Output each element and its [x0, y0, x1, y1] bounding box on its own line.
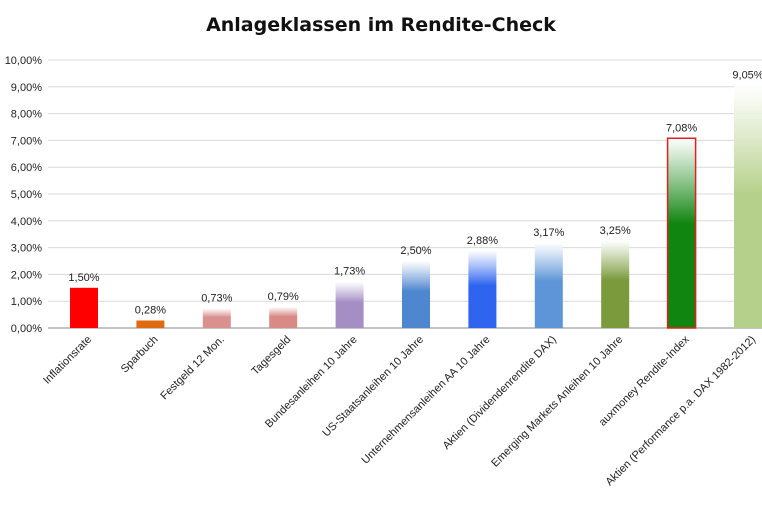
x-tick-label: Sparbuch [119, 334, 161, 376]
y-axis: 0,00% 1,00% 2,00% 3,00% 4,00% 5,00% 6,00% 7,00%… [5, 55, 43, 335]
bar [666, 137, 697, 329]
data-label: 0,73% [201, 292, 232, 304]
x-tick-label: Festgeld 12 Mon. [158, 334, 227, 403]
data-label: 1,73% [334, 266, 365, 278]
x-tick-label: Aktien (Performance p.a. DAX 1982-2012) [603, 334, 758, 489]
data-labels: 1,50% 0,28% 0,73% 0,79% 1,73% 2,50% 2,88% 3,17%… [68, 69, 762, 316]
bar [534, 243, 563, 328]
bars [70, 85, 762, 329]
bar [269, 306, 298, 328]
y-tick-label: 6,00% [11, 162, 42, 174]
bar [202, 308, 231, 328]
bar [468, 250, 497, 328]
y-tick-label: 7,00% [11, 135, 42, 147]
y-tick-label: 9,00% [11, 82, 42, 94]
bar [601, 240, 630, 328]
y-tick-label: 8,00% [11, 109, 42, 121]
data-label: 2,88% [467, 235, 498, 247]
data-label: 7,08% [666, 122, 697, 134]
data-label: 0,79% [268, 291, 299, 303]
y-tick-label: 0,00% [11, 323, 42, 335]
x-tick-label: Unternehmensanleihen AA 10 Jahre [359, 334, 492, 467]
bar [70, 287, 98, 328]
y-tick-label: 2,00% [11, 269, 42, 281]
bar [402, 261, 430, 328]
y-tick-label: 5,00% [11, 189, 42, 201]
data-label: 1,50% [68, 272, 99, 284]
x-tick-label: Tagesgeld [249, 334, 293, 378]
y-tick-label: 3,00% [11, 243, 42, 255]
data-label: 0,28% [135, 304, 166, 316]
data-label: 3,17% [533, 227, 564, 239]
data-label: 3,25% [600, 225, 631, 237]
x-tick-label: Aktien (Dividendenrendite DAX) [441, 334, 559, 452]
y-tick-label: 1,00% [11, 296, 42, 308]
y-tick-label: 4,00% [11, 216, 42, 228]
bar [335, 281, 364, 328]
x-tick-label: Inflationsrate [41, 334, 94, 387]
data-label: 9,05% [732, 69, 762, 81]
data-label: 2,50% [400, 245, 431, 257]
bar [136, 320, 165, 328]
chart-title: Anlageklassen im Rendite-Check [206, 14, 556, 36]
y-tick-label: 10,00% [5, 55, 43, 67]
x-tick-label: Emerging Markets Anleihen 10 Jahre [489, 334, 625, 470]
bar [734, 85, 762, 329]
